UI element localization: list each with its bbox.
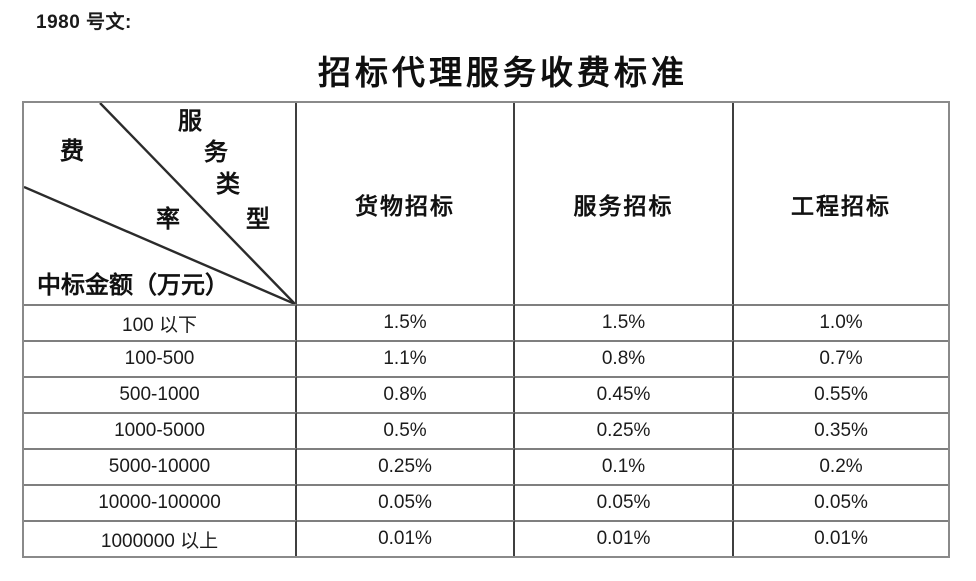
rate-cell: 0.01% bbox=[297, 520, 515, 556]
rate-cell: 0.8% bbox=[297, 376, 515, 412]
rate-cell: 1.0% bbox=[734, 304, 948, 340]
rate-cell: 0.25% bbox=[515, 412, 734, 448]
rate-cell: 0.55% bbox=[734, 376, 948, 412]
fee-table: 费 率 服 务 类 型 中标金额（万元） 货物招标 服务招标 工程招标 100 … bbox=[22, 101, 950, 558]
rate-cell: 1.5% bbox=[515, 304, 734, 340]
column-header-works: 工程招标 bbox=[791, 193, 891, 219]
rate-cell: 1.1% bbox=[297, 340, 515, 376]
service-type-label-char: 服 bbox=[178, 109, 202, 135]
service-type-label-char: 务 bbox=[204, 140, 228, 166]
rate-cell: 0.05% bbox=[734, 484, 948, 520]
range-cell: 100 以下 bbox=[24, 304, 297, 340]
column-header-services: 服务招标 bbox=[515, 103, 734, 304]
service-type-label-char: 型 bbox=[246, 207, 270, 233]
range-cell: 1000-5000 bbox=[24, 412, 297, 448]
service-type-label-char: 类 bbox=[216, 172, 240, 198]
fee-table-grid: 费 率 服 务 类 型 中标金额（万元） 货物招标 服务招标 工程招标 100 … bbox=[24, 103, 948, 556]
rate-cell: 0.01% bbox=[515, 520, 734, 556]
rate-cell: 0.1% bbox=[515, 448, 734, 484]
rate-cell: 0.8% bbox=[515, 340, 734, 376]
rate-cell: 0.5% bbox=[297, 412, 515, 448]
rate-cell: 0.45% bbox=[515, 376, 734, 412]
rate-cell: 0.01% bbox=[734, 520, 948, 556]
rate-cell: 0.35% bbox=[734, 412, 948, 448]
range-cell: 100-500 bbox=[24, 340, 297, 376]
column-header-goods: 货物招标 bbox=[297, 103, 515, 304]
diagonal-lines bbox=[24, 103, 295, 304]
bid-amount-label: 中标金额（万元） bbox=[37, 273, 229, 299]
range-cell: 10000-100000 bbox=[24, 484, 297, 520]
rate-cell: 0.2% bbox=[734, 448, 948, 484]
fee-rate-label-char: 率 bbox=[156, 207, 180, 233]
range-cell: 1000000 以上 bbox=[24, 520, 297, 556]
rate-cell: 1.5% bbox=[297, 304, 515, 340]
rate-cell: 0.7% bbox=[734, 340, 948, 376]
fee-rate-label-char: 费 bbox=[60, 139, 84, 165]
rate-cell: 0.25% bbox=[297, 448, 515, 484]
diagonal-header-cell: 费 率 服 务 类 型 中标金额（万元） bbox=[24, 103, 297, 304]
page-title: 招标代理服务收费标准 bbox=[318, 56, 688, 92]
rate-cell: 0.05% bbox=[515, 484, 734, 520]
document-number-label: 1980 号文: bbox=[36, 12, 132, 33]
range-cell: 500-1000 bbox=[24, 376, 297, 412]
range-cell: 5000-10000 bbox=[24, 448, 297, 484]
rate-cell: 0.05% bbox=[297, 484, 515, 520]
